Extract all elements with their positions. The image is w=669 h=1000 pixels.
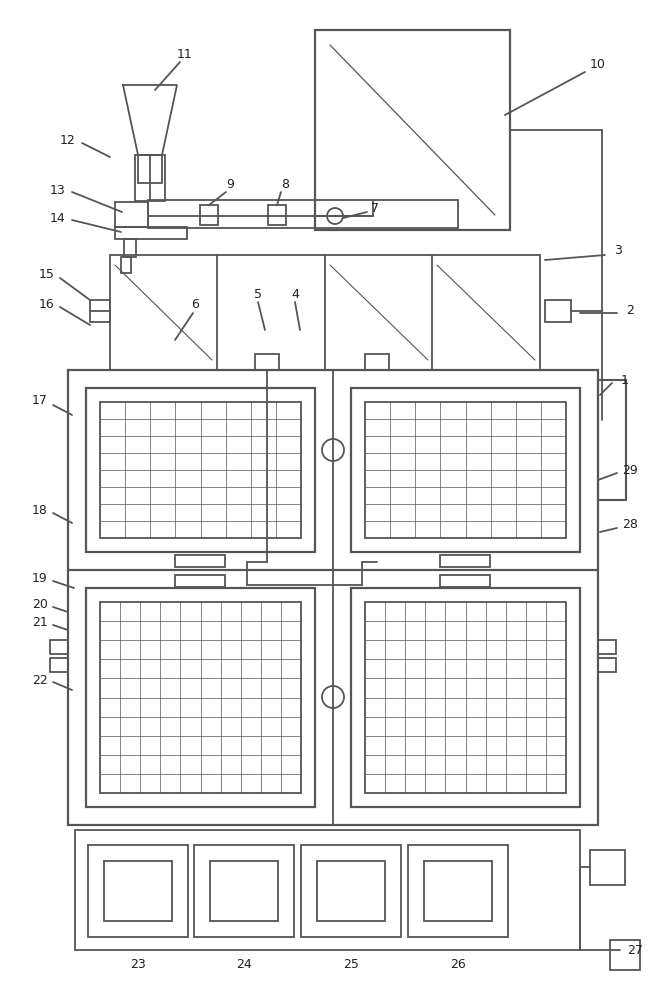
Text: 25: 25 xyxy=(343,958,359,972)
Bar xyxy=(100,602,301,793)
Bar xyxy=(365,602,566,793)
Bar xyxy=(138,155,162,183)
Text: 26: 26 xyxy=(450,958,466,972)
Text: 28: 28 xyxy=(622,518,638,532)
Text: 20: 20 xyxy=(32,598,48,611)
Bar xyxy=(104,861,172,921)
Bar xyxy=(90,300,110,322)
Bar xyxy=(315,30,510,230)
Bar xyxy=(124,239,136,257)
Bar xyxy=(268,205,286,225)
Bar xyxy=(317,861,385,921)
Bar xyxy=(598,640,616,654)
Text: 22: 22 xyxy=(32,674,48,686)
Bar xyxy=(365,354,389,370)
Bar xyxy=(194,845,294,937)
Text: 27: 27 xyxy=(627,944,643,956)
Bar xyxy=(121,257,131,273)
Bar xyxy=(110,255,540,370)
Bar xyxy=(88,845,188,937)
Bar xyxy=(590,850,625,885)
Bar xyxy=(148,200,458,228)
Bar xyxy=(86,388,315,552)
Text: 29: 29 xyxy=(622,464,638,477)
Text: 8: 8 xyxy=(281,178,289,192)
Text: 19: 19 xyxy=(32,572,48,584)
Bar xyxy=(610,940,640,970)
Bar xyxy=(408,845,508,937)
Bar xyxy=(365,402,566,538)
Text: 15: 15 xyxy=(39,268,55,282)
Text: 5: 5 xyxy=(254,288,262,302)
Text: 16: 16 xyxy=(39,298,55,312)
Text: 3: 3 xyxy=(614,243,622,256)
Text: 2: 2 xyxy=(626,304,634,316)
Text: 1: 1 xyxy=(621,373,629,386)
Text: 4: 4 xyxy=(291,288,299,302)
Text: 13: 13 xyxy=(50,184,66,196)
Text: 14: 14 xyxy=(50,212,66,225)
Text: 18: 18 xyxy=(32,504,48,516)
Text: 24: 24 xyxy=(236,958,252,972)
Bar xyxy=(210,861,278,921)
Bar xyxy=(50,640,68,654)
Bar xyxy=(135,155,165,201)
Bar xyxy=(175,575,225,587)
Bar xyxy=(200,205,218,225)
Text: 10: 10 xyxy=(590,58,606,72)
Text: 6: 6 xyxy=(191,298,199,312)
Bar xyxy=(115,227,187,239)
Bar xyxy=(175,555,225,567)
Bar xyxy=(545,300,571,322)
Text: 7: 7 xyxy=(371,202,379,215)
Bar xyxy=(100,402,301,538)
Bar xyxy=(424,861,492,921)
Bar xyxy=(50,658,68,672)
Text: 11: 11 xyxy=(177,48,193,62)
Bar xyxy=(75,830,580,950)
Bar xyxy=(255,354,279,370)
Text: 17: 17 xyxy=(32,393,48,406)
Text: 12: 12 xyxy=(60,133,76,146)
Bar xyxy=(68,370,598,825)
Bar xyxy=(598,380,626,500)
Bar xyxy=(351,388,580,552)
Bar xyxy=(440,575,490,587)
Bar xyxy=(301,845,401,937)
Bar xyxy=(115,202,148,227)
Bar xyxy=(440,555,490,567)
Text: 23: 23 xyxy=(130,958,146,972)
Bar xyxy=(598,658,616,672)
Text: 21: 21 xyxy=(32,616,48,630)
Bar xyxy=(86,588,315,807)
Text: 9: 9 xyxy=(226,178,234,192)
Bar xyxy=(351,588,580,807)
